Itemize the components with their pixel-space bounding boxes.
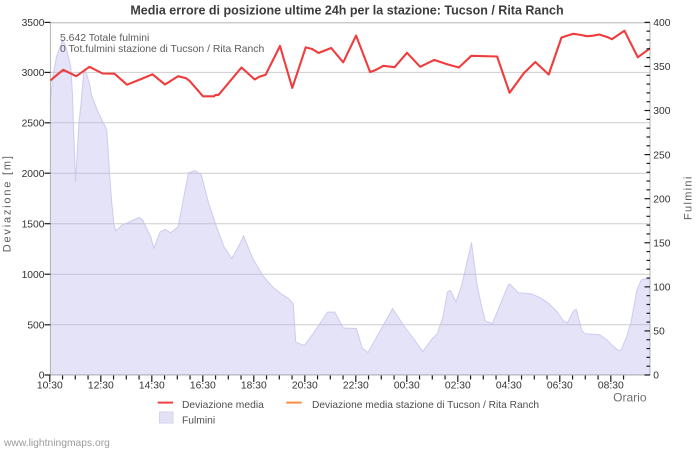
svg-text:Deviazione media stazione di T: Deviazione media stazione di Tucson / Ri… [312, 400, 539, 411]
svg-text:3500: 3500 [22, 18, 45, 29]
svg-text:350: 350 [653, 62, 670, 73]
svg-text:1000: 1000 [22, 270, 45, 281]
svg-text:22:30: 22:30 [343, 380, 369, 391]
svg-text:0 Tot.fulmini stazione di Tucs: 0 Tot.fulmini stazione di Tucson / Rita … [60, 44, 264, 55]
svg-text:20:30: 20:30 [292, 380, 318, 391]
svg-text:300: 300 [653, 106, 670, 117]
svg-text:400: 400 [653, 18, 670, 29]
svg-text:00:30: 00:30 [394, 380, 420, 391]
svg-text:150: 150 [653, 238, 670, 249]
svg-text:250: 250 [653, 150, 670, 161]
svg-text:www.lightningmaps.org: www.lightningmaps.org [3, 438, 110, 449]
svg-text:12:30: 12:30 [88, 380, 114, 391]
svg-text:08:30: 08:30 [598, 380, 624, 391]
svg-text:Orario: Orario [613, 391, 647, 405]
svg-text:16:30: 16:30 [190, 380, 216, 391]
svg-text:5.642 Totale fulmini: 5.642 Totale fulmini [60, 33, 149, 44]
svg-text:Deviazione [m]: Deviazione [m] [2, 154, 14, 252]
svg-text:02:30: 02:30 [445, 380, 471, 391]
svg-text:Fulmini: Fulmini [182, 415, 215, 426]
svg-text:100: 100 [653, 283, 670, 294]
svg-text:04:30: 04:30 [496, 380, 522, 391]
svg-text:06:30: 06:30 [547, 380, 573, 391]
svg-text:2500: 2500 [22, 119, 45, 130]
svg-text:Media errore di posizione ulti: Media errore di posizione ultime 24h per… [130, 4, 563, 18]
svg-text:18:30: 18:30 [241, 380, 267, 391]
svg-text:Fulmini: Fulmini [683, 175, 695, 220]
svg-text:10:30: 10:30 [37, 380, 63, 391]
svg-text:200: 200 [653, 194, 670, 205]
svg-text:1500: 1500 [22, 219, 45, 230]
svg-text:14:30: 14:30 [139, 380, 165, 391]
svg-text:500: 500 [27, 321, 44, 332]
svg-text:50: 50 [653, 327, 665, 338]
svg-text:0: 0 [39, 371, 45, 382]
svg-text:2000: 2000 [22, 169, 45, 180]
svg-text:0: 0 [653, 371, 659, 382]
svg-text:3000: 3000 [22, 68, 45, 79]
svg-text:Deviazione media: Deviazione media [182, 400, 264, 411]
